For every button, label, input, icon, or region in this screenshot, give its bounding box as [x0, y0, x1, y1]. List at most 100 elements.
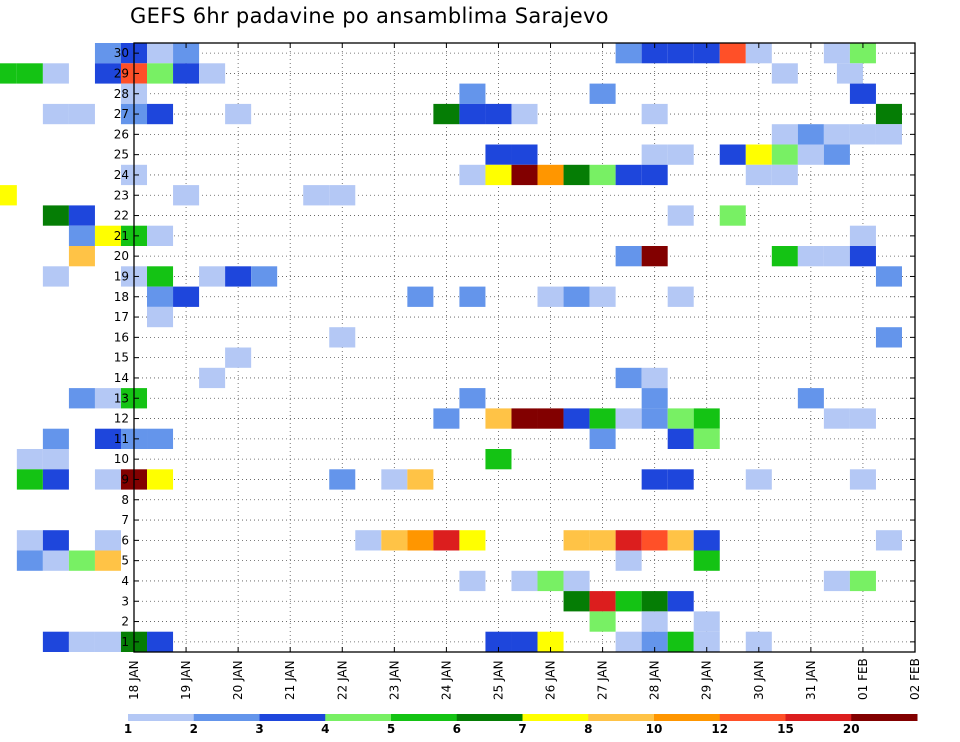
precip-cell — [68, 205, 95, 226]
precip-cell — [147, 103, 174, 125]
precip-cell — [147, 428, 174, 449]
precip-cell — [667, 205, 694, 226]
precip-cell — [42, 205, 69, 226]
y-tick-label: 19 — [114, 269, 129, 283]
precip-cell — [329, 469, 356, 490]
precip-cell — [667, 469, 694, 490]
precip-cell — [485, 408, 512, 429]
precip-cell — [849, 469, 876, 490]
precip-cell — [68, 225, 95, 246]
x-tick-label: 01 FEB — [856, 658, 870, 700]
precip-cell — [511, 164, 538, 186]
precip-cell — [485, 631, 512, 652]
legend-label: 2 — [190, 722, 198, 736]
y-tick-label: 12 — [114, 412, 129, 426]
precip-cell — [303, 185, 330, 206]
precip-cell — [355, 530, 382, 551]
precip-cell — [615, 408, 642, 429]
precip-cell — [875, 103, 902, 125]
precip-cell — [511, 631, 538, 652]
legend-swatch — [785, 714, 852, 721]
precip-cell — [173, 43, 200, 64]
x-tick-label: 24 JAN — [439, 660, 453, 700]
precip-cell — [537, 164, 564, 186]
x-tick-label: 28 JAN — [648, 660, 662, 700]
precip-cell — [511, 103, 538, 125]
precip-cell — [147, 225, 174, 246]
precip-cell — [173, 63, 200, 84]
precip-cell — [225, 103, 252, 125]
precip-cell — [16, 469, 43, 490]
y-tick-label: 26 — [114, 127, 129, 141]
y-tick-label: 1 — [121, 635, 129, 649]
precip-cell — [485, 164, 512, 186]
precip-cell — [94, 550, 121, 571]
precip-cell — [459, 530, 486, 551]
precip-cell — [563, 530, 590, 551]
precip-cell — [42, 631, 69, 652]
x-tick-label: 20 JAN — [231, 660, 245, 700]
precip-cell — [459, 286, 486, 307]
y-tick-label: 8 — [121, 493, 129, 507]
legend-label: 20 — [843, 722, 860, 736]
precip-cell — [641, 591, 668, 612]
precip-cell — [42, 449, 69, 470]
precip-cell — [615, 530, 642, 551]
precip-cell — [641, 144, 668, 165]
y-tick-label: 20 — [114, 249, 129, 263]
precip-cell — [615, 43, 642, 64]
precip-cell — [511, 408, 538, 429]
precip-cell — [693, 408, 720, 429]
precip-cell — [433, 530, 460, 551]
precip-cell — [459, 164, 486, 186]
x-tick-label: 27 JAN — [596, 660, 610, 700]
precip-cell — [329, 327, 356, 348]
precip-cell — [667, 408, 694, 429]
precip-cell — [147, 63, 174, 84]
x-tick-label: 23 JAN — [387, 660, 401, 700]
y-tick-label: 28 — [114, 87, 129, 101]
axes — [133, 42, 916, 653]
precip-cell — [875, 266, 902, 287]
heatmap-cells — [0, 43, 902, 652]
precip-cell — [589, 286, 616, 307]
precip-cell — [745, 164, 772, 186]
legend-label: 12 — [711, 722, 728, 736]
precip-cell — [485, 144, 512, 165]
chart-title: GEFS 6hr padavine po ansamblima Sarajevo — [130, 4, 609, 28]
legend-swatch — [325, 714, 392, 721]
precip-cell — [407, 530, 434, 551]
x-tick-label: 25 JAN — [491, 660, 505, 700]
precip-cell — [745, 144, 772, 165]
legend-label: 10 — [646, 722, 663, 736]
precip-cell — [0, 63, 17, 84]
precip-cell — [589, 611, 616, 632]
precip-cell — [589, 164, 616, 186]
precip-cell — [667, 286, 694, 307]
precip-cell — [849, 83, 876, 104]
y-tick-label: 2 — [121, 615, 129, 629]
y-tick-label: 15 — [114, 351, 129, 365]
precip-cell — [94, 43, 121, 64]
precip-cell — [511, 570, 538, 592]
precip-cell — [407, 469, 434, 490]
y-tick-label: 14 — [114, 371, 129, 385]
precip-cell — [94, 428, 121, 449]
legend-label: 4 — [321, 722, 329, 736]
y-tick-label: 21 — [114, 229, 129, 243]
precip-cell — [875, 530, 902, 551]
precip-cell — [433, 103, 460, 125]
precip-cell — [693, 611, 720, 632]
legend-swatch — [128, 714, 195, 721]
precip-cell — [94, 631, 121, 652]
precip-cell — [797, 144, 824, 165]
precip-cell — [667, 530, 694, 551]
x-tick-label: 21 JAN — [283, 660, 297, 700]
precip-cell — [94, 530, 121, 551]
precip-cell — [68, 631, 95, 652]
precip-cell — [719, 43, 746, 64]
x-tick-label: 18 JAN — [127, 660, 141, 700]
precip-cell — [667, 43, 694, 64]
precip-cell — [225, 266, 252, 287]
